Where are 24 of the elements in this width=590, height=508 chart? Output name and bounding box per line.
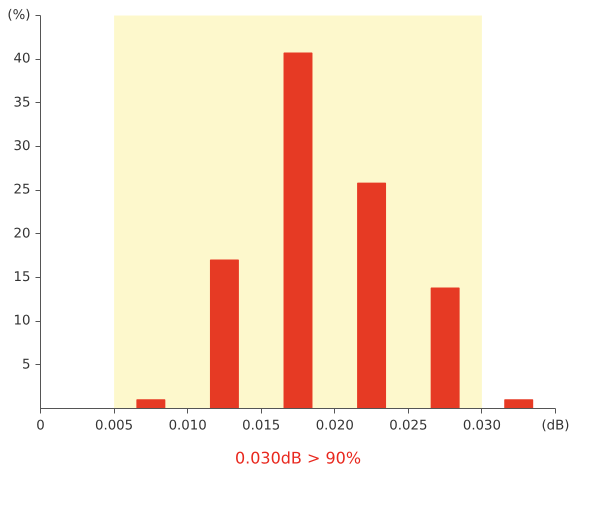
y-tick-label: 20 xyxy=(14,226,31,242)
y-tick-label: 5 xyxy=(22,357,31,372)
x-tick-label: 0.020 xyxy=(316,418,354,434)
x-tick-label: 0.030 xyxy=(462,418,502,434)
bar xyxy=(136,399,166,408)
y-tick-label: 30 xyxy=(14,139,31,154)
bar xyxy=(357,182,386,408)
y-axis-title: (%) xyxy=(7,8,31,23)
bar xyxy=(210,260,239,408)
y-tick-label: 10 xyxy=(14,314,31,329)
y-tick-label: 25 xyxy=(14,182,31,198)
text: 0.030dB > 90% xyxy=(234,448,362,468)
x-tick-label: 0.010 xyxy=(168,418,207,434)
x-tick-label: 0.015 xyxy=(242,418,280,434)
x-tick-label: 0.005 xyxy=(94,418,134,434)
bar xyxy=(284,52,312,408)
bar xyxy=(430,287,460,408)
x-tick-label: 0.025 xyxy=(389,418,428,434)
bar xyxy=(504,399,534,408)
y-tick-label: 15 xyxy=(14,270,31,285)
x-axis-title: (dB) xyxy=(542,418,570,434)
y-tick-label: 40 xyxy=(14,52,31,67)
x-tick-label: 0 xyxy=(36,418,45,434)
y-tick-label: 35 xyxy=(14,95,31,110)
